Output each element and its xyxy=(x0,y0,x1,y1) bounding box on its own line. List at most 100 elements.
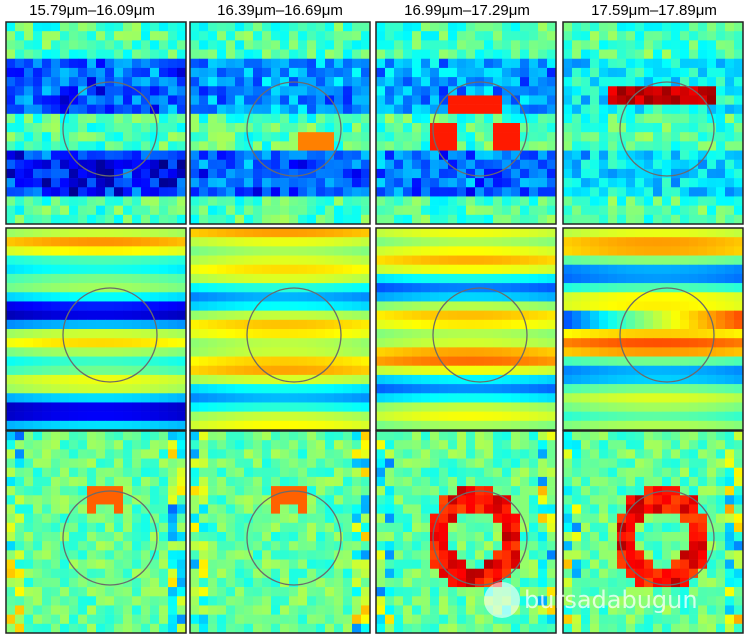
pixel xyxy=(24,614,34,625)
pixel xyxy=(466,86,476,96)
pixel xyxy=(217,196,227,206)
pixel xyxy=(484,402,494,412)
pixel xyxy=(617,338,627,348)
pixel xyxy=(572,365,582,376)
pixel xyxy=(42,40,52,50)
pixel xyxy=(262,486,272,496)
pixel xyxy=(547,522,557,533)
pixel xyxy=(484,347,494,357)
pixel xyxy=(199,255,209,266)
pixel xyxy=(466,587,476,597)
pixel xyxy=(132,522,142,533)
pixel xyxy=(385,458,395,469)
pixel xyxy=(226,347,236,357)
pixel xyxy=(6,104,16,115)
pixel xyxy=(343,95,353,105)
pixel xyxy=(538,568,548,579)
pixel xyxy=(235,246,245,256)
pixel xyxy=(96,338,106,348)
pixel xyxy=(352,393,362,403)
pixel xyxy=(298,178,308,188)
pixel xyxy=(617,95,627,105)
pixel xyxy=(403,178,413,188)
pixel xyxy=(168,623,178,634)
pixel xyxy=(105,329,115,339)
pixel xyxy=(87,49,97,60)
pixel xyxy=(734,411,744,422)
pixel xyxy=(403,319,413,330)
pixel xyxy=(698,273,708,284)
pixel xyxy=(307,568,317,579)
pixel xyxy=(6,596,16,606)
pixel xyxy=(150,67,160,78)
pixel xyxy=(707,329,717,339)
pixel xyxy=(466,319,476,330)
pixel xyxy=(334,393,344,403)
pixel xyxy=(289,58,299,69)
pixel xyxy=(343,292,353,302)
pixel xyxy=(307,587,317,597)
pixel xyxy=(15,104,25,115)
pixel xyxy=(493,476,503,487)
pixel xyxy=(439,310,449,321)
pixel xyxy=(590,319,600,330)
pixel xyxy=(60,384,70,394)
pixel xyxy=(493,559,503,570)
pixel xyxy=(141,205,151,216)
pixel xyxy=(159,420,169,431)
pixel xyxy=(235,587,245,597)
pixel xyxy=(105,67,115,78)
pixel xyxy=(105,431,115,441)
pixel xyxy=(412,587,422,597)
pixel xyxy=(493,214,503,225)
pixel xyxy=(520,402,530,412)
pixel xyxy=(644,95,654,105)
pixel xyxy=(78,283,88,293)
pixel xyxy=(177,168,187,179)
pixel xyxy=(96,58,106,69)
pixel xyxy=(352,532,362,542)
pixel xyxy=(168,596,178,606)
pixel xyxy=(511,132,521,142)
pixel xyxy=(626,104,636,115)
pixel xyxy=(60,58,70,69)
pixel xyxy=(394,402,404,412)
pixel xyxy=(289,449,299,459)
pixel xyxy=(457,214,467,225)
pixel xyxy=(493,623,503,634)
pixel xyxy=(502,504,512,514)
pixel xyxy=(325,95,335,105)
pixel xyxy=(538,587,548,597)
pixel xyxy=(15,319,25,330)
pixel xyxy=(385,132,395,142)
pixel xyxy=(608,301,618,311)
pixel xyxy=(439,31,449,41)
pixel xyxy=(190,356,200,367)
pixel xyxy=(376,495,386,505)
pixel xyxy=(33,541,43,551)
pixel xyxy=(716,476,726,487)
pixel xyxy=(520,319,530,330)
pixel xyxy=(69,273,79,284)
pixel xyxy=(190,449,200,459)
pixel xyxy=(123,292,133,302)
pixel xyxy=(689,141,699,151)
pixel xyxy=(538,246,548,256)
pixel xyxy=(334,86,344,96)
pixel xyxy=(502,255,512,266)
pixel xyxy=(412,273,422,284)
pixel xyxy=(689,132,699,142)
pixel xyxy=(271,49,281,60)
pixel xyxy=(716,132,726,142)
pixel xyxy=(394,356,404,367)
pixel xyxy=(15,205,25,216)
pixel xyxy=(226,431,236,441)
pixel xyxy=(343,77,353,87)
pixel xyxy=(325,568,335,579)
pixel xyxy=(662,123,672,133)
pixel xyxy=(51,623,61,634)
pixel xyxy=(208,292,218,302)
pixel xyxy=(141,168,151,179)
pixel xyxy=(199,550,209,560)
pixel xyxy=(698,319,708,330)
